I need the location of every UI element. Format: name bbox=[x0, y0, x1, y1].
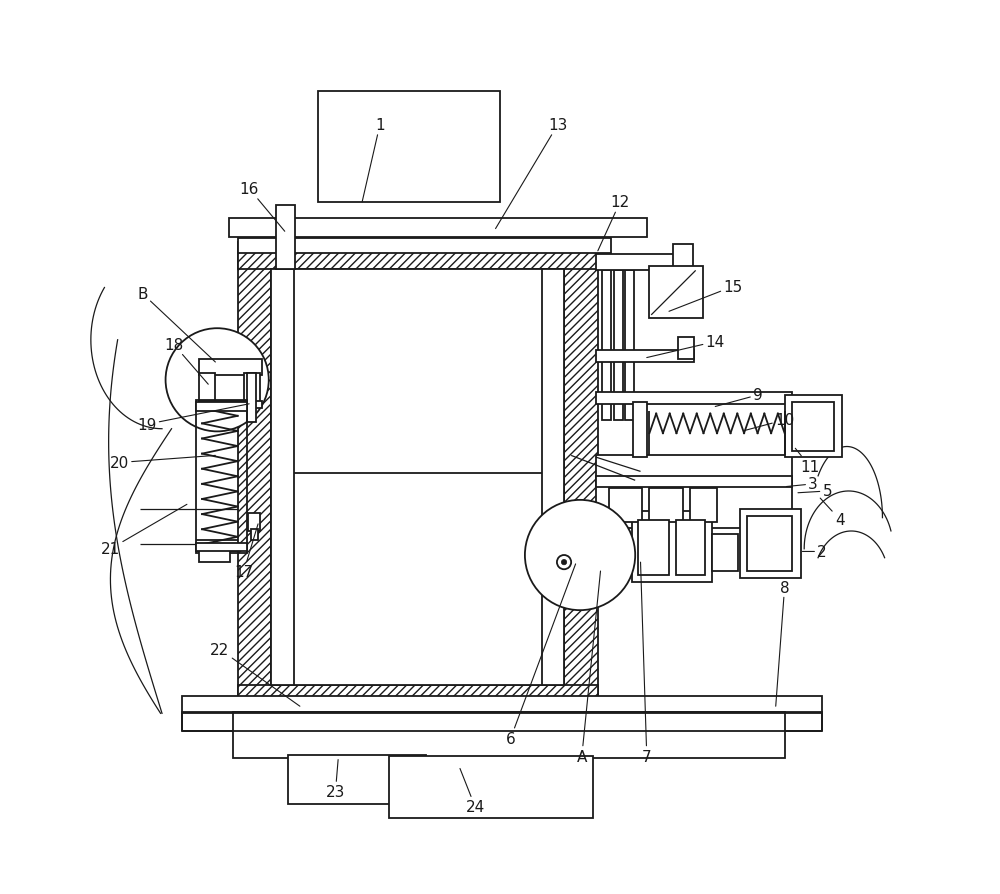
Text: 13: 13 bbox=[496, 118, 568, 230]
Bar bbox=[318, 91, 500, 203]
Bar bbox=[678, 338, 694, 360]
Text: 21: 21 bbox=[101, 505, 187, 557]
Bar bbox=[712, 534, 738, 571]
Bar bbox=[625, 271, 634, 420]
Bar bbox=[633, 505, 712, 513]
Bar bbox=[199, 401, 262, 409]
Text: 16: 16 bbox=[239, 181, 285, 232]
Bar bbox=[632, 511, 712, 582]
Bar bbox=[271, 269, 294, 685]
Text: 4: 4 bbox=[820, 499, 845, 527]
Bar bbox=[233, 712, 785, 758]
Bar bbox=[676, 520, 705, 576]
Text: 5: 5 bbox=[798, 484, 832, 499]
Bar bbox=[199, 549, 230, 562]
Text: 20: 20 bbox=[110, 456, 215, 470]
Bar bbox=[229, 219, 647, 238]
Text: 23: 23 bbox=[326, 760, 345, 799]
Text: 9: 9 bbox=[715, 388, 763, 407]
Bar bbox=[785, 395, 842, 458]
Text: 2: 2 bbox=[802, 544, 827, 560]
Text: 7: 7 bbox=[641, 562, 652, 763]
Bar bbox=[614, 271, 623, 420]
Text: 6: 6 bbox=[506, 564, 576, 746]
Text: 1: 1 bbox=[362, 118, 385, 203]
Bar bbox=[196, 401, 247, 553]
Bar bbox=[690, 489, 717, 522]
Text: 22: 22 bbox=[210, 642, 300, 706]
Bar bbox=[673, 244, 693, 271]
Bar bbox=[248, 514, 260, 531]
Circle shape bbox=[525, 501, 635, 611]
Bar bbox=[238, 239, 611, 253]
Text: 24: 24 bbox=[460, 769, 485, 814]
Bar bbox=[564, 251, 598, 704]
Circle shape bbox=[557, 555, 571, 569]
Bar bbox=[596, 392, 792, 404]
Bar bbox=[271, 269, 564, 685]
Text: 17: 17 bbox=[234, 524, 258, 579]
Text: 18: 18 bbox=[164, 337, 208, 384]
Bar bbox=[596, 477, 792, 487]
Bar bbox=[238, 685, 598, 704]
Bar bbox=[389, 756, 593, 818]
Text: 10: 10 bbox=[745, 413, 794, 431]
Text: 19: 19 bbox=[137, 404, 249, 433]
Bar bbox=[244, 374, 260, 404]
Bar bbox=[649, 489, 683, 522]
Bar bbox=[602, 271, 611, 420]
Text: 3: 3 bbox=[786, 477, 818, 492]
Bar bbox=[288, 755, 426, 805]
Bar bbox=[182, 712, 822, 731]
Bar bbox=[182, 696, 822, 713]
Bar bbox=[638, 520, 669, 576]
Circle shape bbox=[166, 329, 269, 432]
Text: B: B bbox=[137, 287, 215, 363]
Bar bbox=[199, 360, 262, 375]
Circle shape bbox=[561, 560, 567, 565]
Bar bbox=[740, 510, 801, 578]
Bar bbox=[633, 402, 647, 458]
Text: 15: 15 bbox=[669, 280, 743, 312]
Text: 8: 8 bbox=[776, 580, 789, 706]
Bar bbox=[251, 529, 258, 540]
Text: 14: 14 bbox=[647, 334, 725, 358]
Bar bbox=[276, 206, 295, 269]
Text: 11: 11 bbox=[795, 449, 819, 474]
Bar bbox=[747, 517, 792, 571]
Text: 12: 12 bbox=[598, 195, 630, 251]
Bar bbox=[196, 543, 247, 552]
Bar bbox=[247, 374, 256, 422]
Bar bbox=[199, 374, 215, 404]
Bar bbox=[792, 402, 834, 451]
Bar bbox=[542, 269, 564, 685]
Bar bbox=[596, 255, 681, 271]
Bar bbox=[238, 242, 598, 269]
Bar bbox=[196, 402, 247, 411]
Bar bbox=[609, 489, 642, 522]
Text: A: A bbox=[577, 571, 601, 763]
Bar bbox=[596, 456, 792, 528]
Bar bbox=[642, 474, 740, 483]
Bar bbox=[649, 266, 703, 318]
Bar bbox=[238, 251, 271, 704]
Bar bbox=[596, 351, 694, 363]
